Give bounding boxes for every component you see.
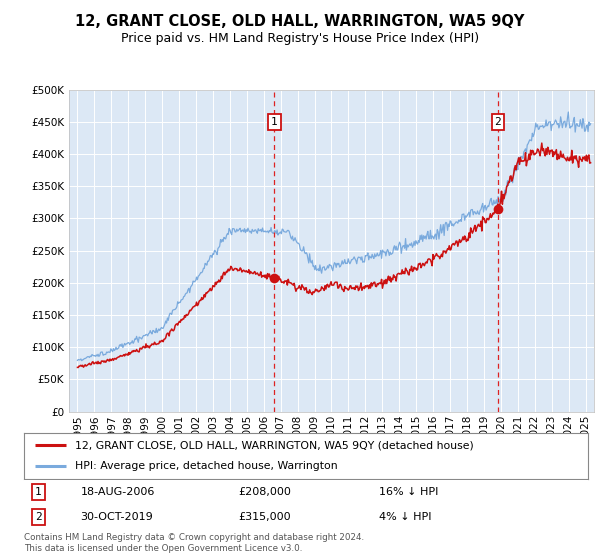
Text: 4% ↓ HPI: 4% ↓ HPI — [379, 512, 432, 522]
Text: 18-AUG-2006: 18-AUG-2006 — [80, 487, 155, 497]
Text: Contains HM Land Registry data © Crown copyright and database right 2024.
This d: Contains HM Land Registry data © Crown c… — [24, 533, 364, 553]
Text: 12, GRANT CLOSE, OLD HALL, WARRINGTON, WA5 9QY: 12, GRANT CLOSE, OLD HALL, WARRINGTON, W… — [76, 14, 524, 29]
Text: 1: 1 — [35, 487, 41, 497]
Text: 12, GRANT CLOSE, OLD HALL, WARRINGTON, WA5 9QY (detached house): 12, GRANT CLOSE, OLD HALL, WARRINGTON, W… — [75, 440, 473, 450]
Text: 1: 1 — [271, 117, 278, 127]
Text: 2: 2 — [35, 512, 41, 522]
Text: Price paid vs. HM Land Registry's House Price Index (HPI): Price paid vs. HM Land Registry's House … — [121, 32, 479, 45]
Text: £315,000: £315,000 — [238, 512, 291, 522]
Text: £208,000: £208,000 — [238, 487, 291, 497]
Text: 2: 2 — [494, 117, 502, 127]
Text: 16% ↓ HPI: 16% ↓ HPI — [379, 487, 439, 497]
Text: HPI: Average price, detached house, Warrington: HPI: Average price, detached house, Warr… — [75, 461, 337, 472]
Text: 30-OCT-2019: 30-OCT-2019 — [80, 512, 153, 522]
